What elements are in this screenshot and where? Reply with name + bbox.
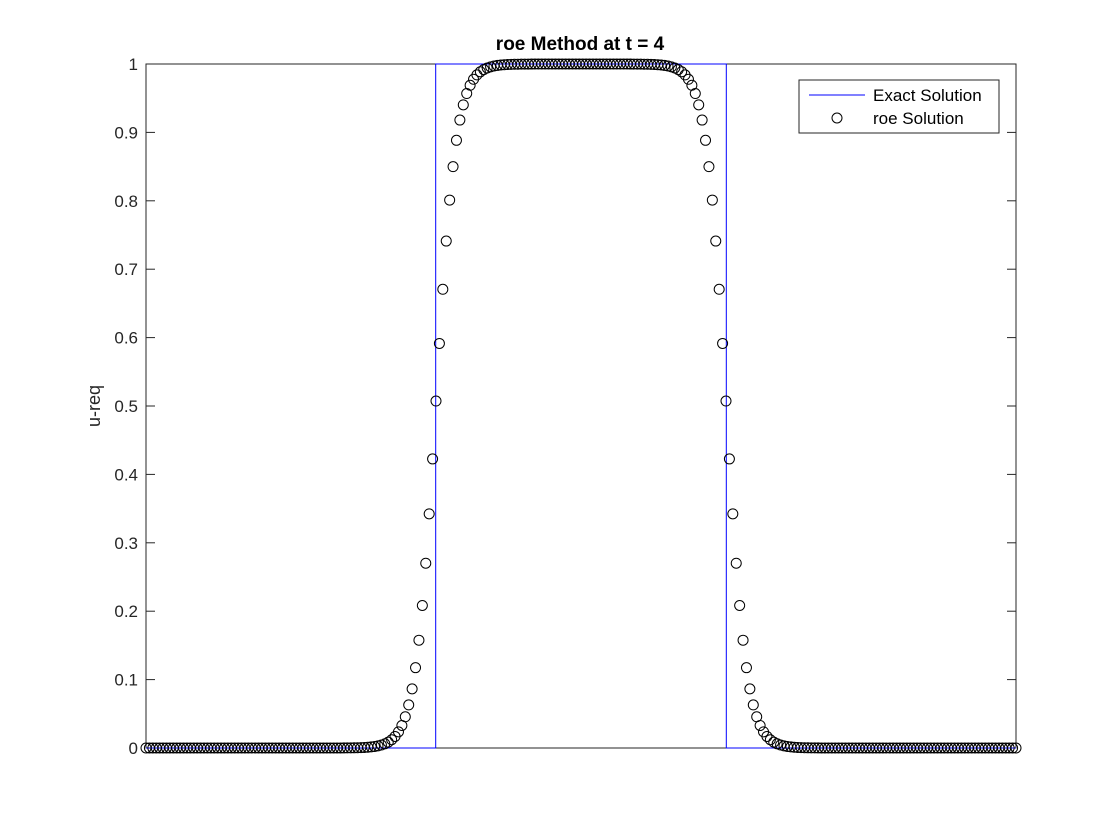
roe-solution-point	[672, 64, 684, 76]
roe-solution-point	[761, 730, 773, 742]
roe-solution-point	[689, 88, 701, 100]
roe-solution-layer	[140, 58, 1022, 754]
roe-solution-point	[457, 99, 469, 111]
roe-solution-point	[430, 395, 442, 407]
y-ticks: 0 0.1 0.2 0.3 0.4 0.5 0.6 0.7 0.8 0.9 1	[114, 55, 1016, 758]
roe-solution-point	[454, 114, 466, 126]
roe-solution-point	[474, 66, 486, 78]
y-tick-label: 0.4	[114, 465, 138, 484]
roe-solution-point	[471, 69, 483, 81]
roe-solution-point	[1010, 742, 1022, 754]
roe-solution-point	[676, 66, 688, 78]
y-tick-label: 0.9	[114, 123, 138, 142]
roe-solution-point	[734, 600, 746, 611]
roe-solution-point	[730, 557, 742, 569]
roe-solution-point	[693, 99, 705, 111]
y-tick-label: 0.5	[114, 397, 138, 416]
y-tick-label: 0.7	[114, 260, 138, 279]
roe-solution-point	[706, 194, 718, 206]
roe-solution-point	[444, 194, 456, 206]
roe-solution-point	[386, 734, 398, 746]
roe-solution-point	[764, 734, 776, 746]
roe-solution-point	[369, 740, 381, 752]
roe-solution-point	[392, 726, 404, 738]
roe-solution-point	[1007, 742, 1019, 754]
y-axis-label: u-req	[84, 385, 104, 427]
y-tick-label: 0.8	[114, 192, 138, 211]
y-tick-label: 0.1	[114, 671, 138, 690]
roe-solution-point	[464, 79, 476, 91]
legend: Exact Solution roe Solution	[798, 79, 1000, 134]
roe-solution-point	[440, 235, 452, 247]
roe-solution-point	[399, 711, 411, 723]
roe-solution-point	[754, 720, 766, 731]
roe-solution-point	[717, 337, 729, 349]
legend-box	[798, 79, 1000, 134]
y-tick-label: 0.2	[114, 602, 138, 621]
roe-solution-point	[710, 235, 722, 247]
roe-solution-point	[713, 283, 725, 295]
roe-solution-point	[423, 508, 435, 520]
roe-solution-point	[382, 736, 394, 748]
y-tick-label: 0.6	[114, 329, 138, 348]
roe-solution-point	[365, 741, 377, 753]
roe-solution-point	[703, 161, 715, 173]
roe-solution-point	[700, 134, 712, 146]
roe-solution-point	[744, 683, 756, 695]
roe-solution-point	[659, 59, 671, 71]
roe-solution-point	[655, 59, 667, 71]
roe-solution-point	[747, 699, 759, 711]
roe-solution-point	[682, 73, 694, 85]
roe-solution-point	[406, 683, 418, 695]
chart-title: roe Method at t = 4	[496, 34, 665, 55]
legend-roe-swatch	[831, 112, 843, 124]
roe-solution-point	[696, 114, 708, 126]
y-tick-label: 1	[129, 55, 138, 74]
roe-solution-point	[740, 662, 752, 674]
roe-solution-point	[416, 600, 428, 611]
roe-solution-point	[447, 161, 459, 173]
roe-solution-point	[727, 508, 739, 520]
roe-solution-point	[403, 699, 415, 711]
roe-solution-point	[433, 337, 445, 349]
roe-solution-point	[437, 283, 449, 295]
roe-solution-point	[450, 134, 462, 146]
roe-solution-point	[420, 557, 432, 569]
roe-solution-point	[723, 453, 735, 465]
roe-solution-point	[427, 453, 439, 465]
y-tick-label: 0	[129, 739, 138, 758]
roe-solution-point	[737, 634, 749, 646]
roe-solution-point	[413, 634, 425, 646]
legend-roe-label: roe Solution	[873, 109, 964, 128]
legend-exact-label: Exact Solution	[873, 86, 982, 105]
roe-solution-point	[410, 662, 422, 674]
y-tick-label: 0.3	[114, 534, 138, 553]
roe-solution-point	[1003, 742, 1015, 754]
roe-solution-point	[720, 395, 732, 407]
